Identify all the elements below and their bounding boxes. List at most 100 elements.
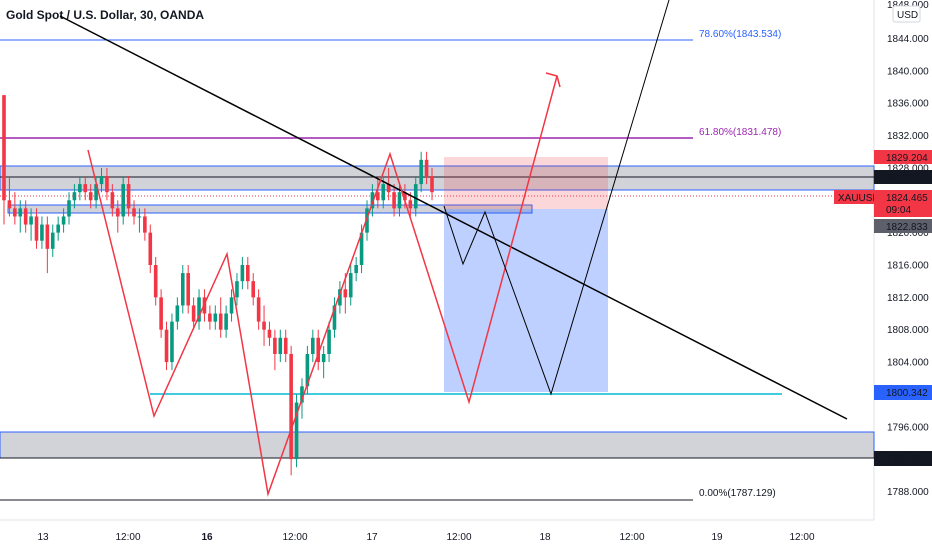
short-stop-zone[interactable] <box>444 157 608 209</box>
candle-body <box>408 200 413 209</box>
candle-body <box>175 305 180 322</box>
candle-body <box>105 176 109 193</box>
time-tick-label: 16 <box>201 532 213 543</box>
price-scale[interactable]: 1848.000 USD 1844.0001840.0001836.000183… <box>887 0 929 498</box>
candle-body <box>354 265 358 274</box>
price-tick-label: 1820.000 <box>887 228 929 239</box>
last-price-tag <box>874 190 932 217</box>
time-tick-label: 18 <box>539 532 551 543</box>
candle-body <box>78 184 82 193</box>
arrow-head <box>545 72 561 88</box>
target-tag <box>874 385 932 400</box>
short-target-zone[interactable] <box>444 209 608 392</box>
candle-body <box>159 297 163 330</box>
resistance-zone[interactable] <box>0 165 875 191</box>
price-tick-label: 1816.000 <box>887 261 929 272</box>
candle-body <box>338 289 342 306</box>
candle-body <box>365 208 369 233</box>
entry-tag <box>874 219 932 233</box>
candle-body <box>327 329 331 354</box>
candle-body <box>126 184 131 209</box>
candle-body <box>110 192 115 209</box>
entry-price: 1822.833 <box>886 222 928 233</box>
candle-body <box>403 192 407 201</box>
candle-body <box>143 216 147 233</box>
support-price: 1792.111 <box>886 454 927 465</box>
time-tick-label: 17 <box>366 532 378 543</box>
price-tick-label: 1808.000 <box>887 325 929 336</box>
candle-body <box>18 208 23 217</box>
fib-78-label: 78.60%(1843.534) <box>699 29 781 40</box>
candle-body <box>321 353 326 363</box>
candle-body <box>256 297 261 322</box>
retest-zone[interactable] <box>7 204 533 214</box>
candle-body <box>88 192 93 201</box>
candle-body <box>99 176 104 185</box>
time-tick-label: 12:00 <box>446 532 471 543</box>
descending-trendline[interactable] <box>59 15 848 420</box>
candle-body <box>180 273 185 306</box>
candles <box>2 95 434 476</box>
candle-body <box>262 321 266 330</box>
fib-0-label: 0.00%(1787.129) <box>699 488 776 499</box>
demand-zone[interactable] <box>0 431 875 459</box>
candle-body <box>218 313 223 330</box>
price-tick-label: 1840.000 <box>887 66 929 77</box>
candle-body <box>61 216 66 225</box>
last-price: 1824.465 <box>886 193 928 204</box>
projection-path[interactable] <box>443 0 670 396</box>
candle-body <box>170 321 174 363</box>
time-tick-label: 12:00 <box>619 532 644 543</box>
price-tick-label: 1844.000 <box>887 34 929 45</box>
candle-body <box>424 159 429 177</box>
price-tick-label: 1812.000 <box>887 293 929 304</box>
candle-body <box>283 337 288 354</box>
time-tick-label: 19 <box>711 532 723 543</box>
candle-body <box>94 184 98 201</box>
candle-body <box>305 353 310 387</box>
price-tick-label: 1832.000 <box>887 131 929 142</box>
candle-body <box>213 313 218 322</box>
candle-body <box>359 232 364 265</box>
candle-body <box>67 200 71 217</box>
bar-countdown: 09:04 <box>886 205 911 216</box>
candle-body <box>197 297 201 322</box>
candle-body <box>191 305 196 322</box>
candle-body <box>29 216 33 225</box>
candle-body <box>392 192 396 209</box>
price-tick-label: 1804.000 <box>887 358 929 369</box>
support-tag <box>874 451 932 466</box>
resistance-price: 1826.757 <box>886 173 928 184</box>
time-tick-label: 13 <box>37 532 49 543</box>
candle-body <box>267 329 272 338</box>
candle-body <box>311 337 315 354</box>
candle-body <box>419 159 423 185</box>
candle-body <box>370 192 375 209</box>
candle-body <box>132 208 136 217</box>
candle-body <box>343 289 348 298</box>
candle-body <box>251 281 256 298</box>
candle-body <box>397 192 402 209</box>
time-tick-label: 12:00 <box>115 532 140 543</box>
candle-body <box>121 184 125 217</box>
candle-body <box>186 273 191 306</box>
time-axis[interactable]: 13 12:00 16 12:00 17 12:00 18 12:00 19 12:00 <box>37 532 815 543</box>
time-tick-label: 12:00 <box>282 532 307 543</box>
candle-body <box>83 184 88 193</box>
candle-body <box>413 184 418 209</box>
currency-badge[interactable] <box>892 5 921 23</box>
candle-body <box>294 402 299 460</box>
candle-body <box>300 386 304 403</box>
candle-body <box>115 208 120 217</box>
price-tick-label: 1828.000 <box>887 163 929 174</box>
candle-body <box>13 208 17 217</box>
stop-loss-price: 1829.204 <box>886 153 928 164</box>
candle-body <box>40 224 44 241</box>
candle-body <box>7 200 12 209</box>
fib-61-label: 61.80%(1831.478) <box>699 127 781 138</box>
zigzag-pattern[interactable] <box>87 75 558 497</box>
candle-body <box>137 216 142 218</box>
candle-body <box>229 297 234 314</box>
candle-body <box>153 265 158 298</box>
